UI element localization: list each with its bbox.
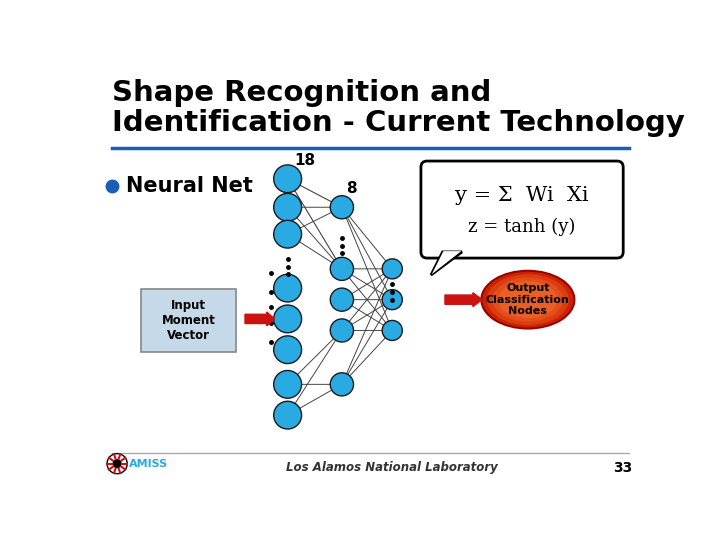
Text: y = Σ  Wi  Xi: y = Σ Wi Xi <box>455 186 589 205</box>
Text: 18: 18 <box>294 153 315 168</box>
Ellipse shape <box>487 274 569 325</box>
Polygon shape <box>431 252 462 275</box>
Circle shape <box>330 373 354 396</box>
Text: Output
Classification
Nodes: Output Classification Nodes <box>486 283 570 316</box>
Text: Los Alamos National Laboratory: Los Alamos National Laboratory <box>287 461 498 474</box>
Text: 8: 8 <box>346 181 356 196</box>
FancyBboxPatch shape <box>421 161 624 258</box>
Text: 33: 33 <box>613 461 632 475</box>
Circle shape <box>274 336 302 363</box>
Circle shape <box>330 195 354 219</box>
Text: z = tanh (y): z = tanh (y) <box>469 218 576 235</box>
Circle shape <box>274 370 302 398</box>
Text: Shape Recognition and: Shape Recognition and <box>112 79 491 107</box>
Ellipse shape <box>492 278 563 322</box>
Text: Input
Moment
Vector: Input Moment Vector <box>161 299 215 342</box>
Ellipse shape <box>482 271 575 328</box>
Circle shape <box>274 220 302 248</box>
Circle shape <box>274 305 302 333</box>
FancyBboxPatch shape <box>141 289 235 352</box>
Circle shape <box>274 193 302 221</box>
Ellipse shape <box>498 281 557 318</box>
Circle shape <box>330 257 354 280</box>
Text: Neural Net: Neural Net <box>126 177 253 197</box>
Polygon shape <box>432 251 462 274</box>
FancyArrow shape <box>445 293 482 307</box>
FancyArrow shape <box>245 312 274 326</box>
Circle shape <box>330 288 354 311</box>
Circle shape <box>274 401 302 429</box>
Circle shape <box>382 289 402 309</box>
Circle shape <box>274 274 302 302</box>
Circle shape <box>330 319 354 342</box>
Text: AMISS: AMISS <box>129 458 168 469</box>
Circle shape <box>382 259 402 279</box>
Circle shape <box>382 320 402 340</box>
Circle shape <box>274 165 302 193</box>
Text: Identification - Current Technology: Identification - Current Technology <box>112 110 685 138</box>
Circle shape <box>113 460 121 468</box>
Circle shape <box>107 454 127 474</box>
